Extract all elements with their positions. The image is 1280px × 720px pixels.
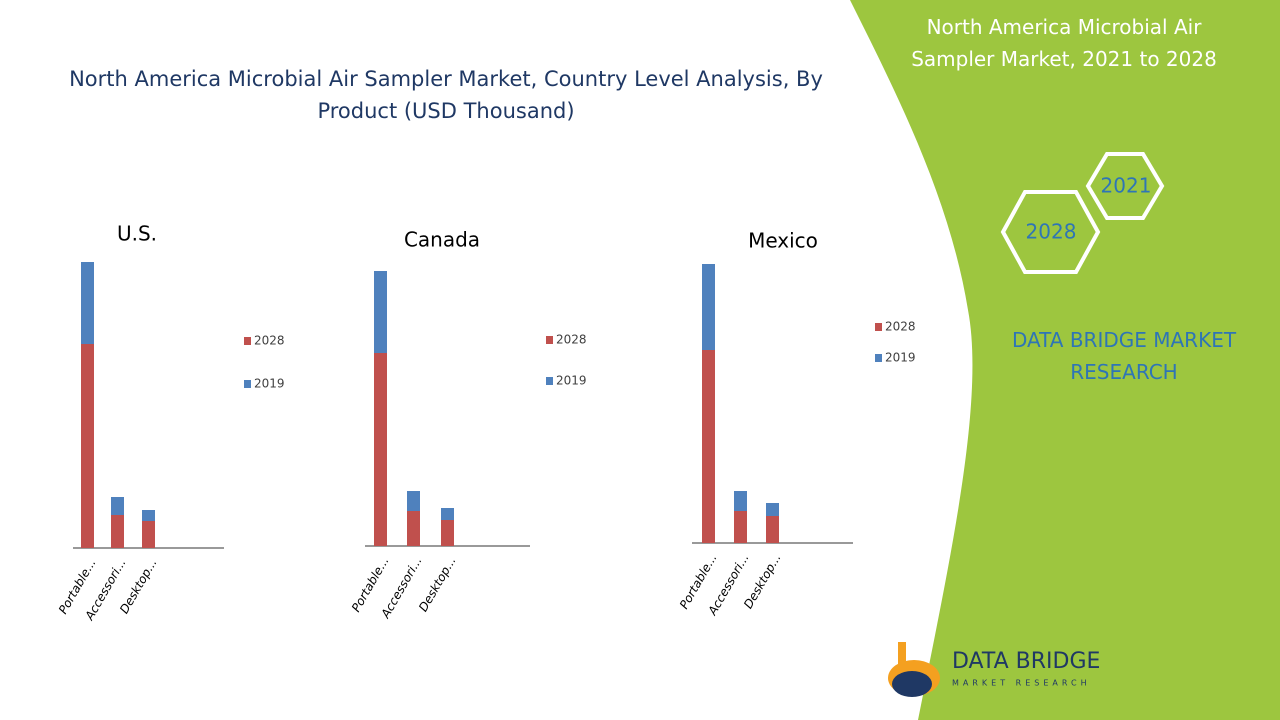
legend-swatch — [244, 337, 251, 345]
legend-swatch — [244, 380, 251, 388]
hex-label: 2021 — [1101, 174, 1152, 198]
bar-segment — [81, 344, 94, 548]
hexagon — [1000, 190, 1101, 274]
page-title-line1: North America Microbial Air Sampler Mark… — [69, 67, 823, 123]
bar-segment — [702, 264, 715, 350]
brand-text: DATA BRIDGE MARKET RESEARCH — [1012, 328, 1237, 384]
side-title: North America Microbial Air Sampler Marke… — [911, 15, 1217, 71]
bar-segment — [407, 491, 420, 511]
bar-segment — [734, 491, 747, 511]
logo: DATA BRIDGE MARKET RESEARCH — [888, 642, 1100, 697]
chart-title: Mexico — [748, 229, 818, 253]
bar-segment — [766, 503, 779, 516]
bar-segment — [702, 350, 715, 543]
hex-label: 2028 — [1026, 220, 1077, 244]
legend-label: 2019 — [885, 351, 916, 365]
bar-segment — [81, 262, 94, 344]
legend-label: 2028 — [885, 320, 916, 334]
hexagon — [1085, 152, 1165, 220]
bar-segment — [766, 516, 779, 543]
bar-segment — [441, 520, 454, 546]
legend-swatch — [875, 323, 882, 331]
logo-mark — [892, 671, 932, 697]
logo-sub: MARKET RESEARCH — [952, 679, 1091, 688]
legend-swatch — [546, 336, 553, 344]
bar-segment — [407, 511, 420, 546]
bar-segment — [111, 515, 124, 548]
legend-swatch — [546, 377, 553, 385]
bar-segment — [142, 510, 155, 521]
legend-label: 2019 — [254, 377, 285, 391]
legend-swatch — [875, 354, 882, 362]
bar-segment — [111, 497, 124, 515]
legend-label: 2019 — [556, 374, 587, 388]
chart-title: U.S. — [117, 222, 157, 246]
side-panel-bg — [850, 0, 1280, 720]
bar-segment — [734, 511, 747, 543]
bar-segment — [142, 521, 155, 548]
logo-mark — [898, 642, 906, 670]
bar-segment — [374, 353, 387, 546]
bar-segment — [374, 271, 387, 353]
logo-name: DATA BRIDGE — [952, 649, 1100, 674]
legend-label: 2028 — [556, 333, 587, 347]
bar-segment — [441, 508, 454, 520]
legend-label: 2028 — [254, 334, 285, 348]
chart-title: Canada — [404, 228, 480, 252]
